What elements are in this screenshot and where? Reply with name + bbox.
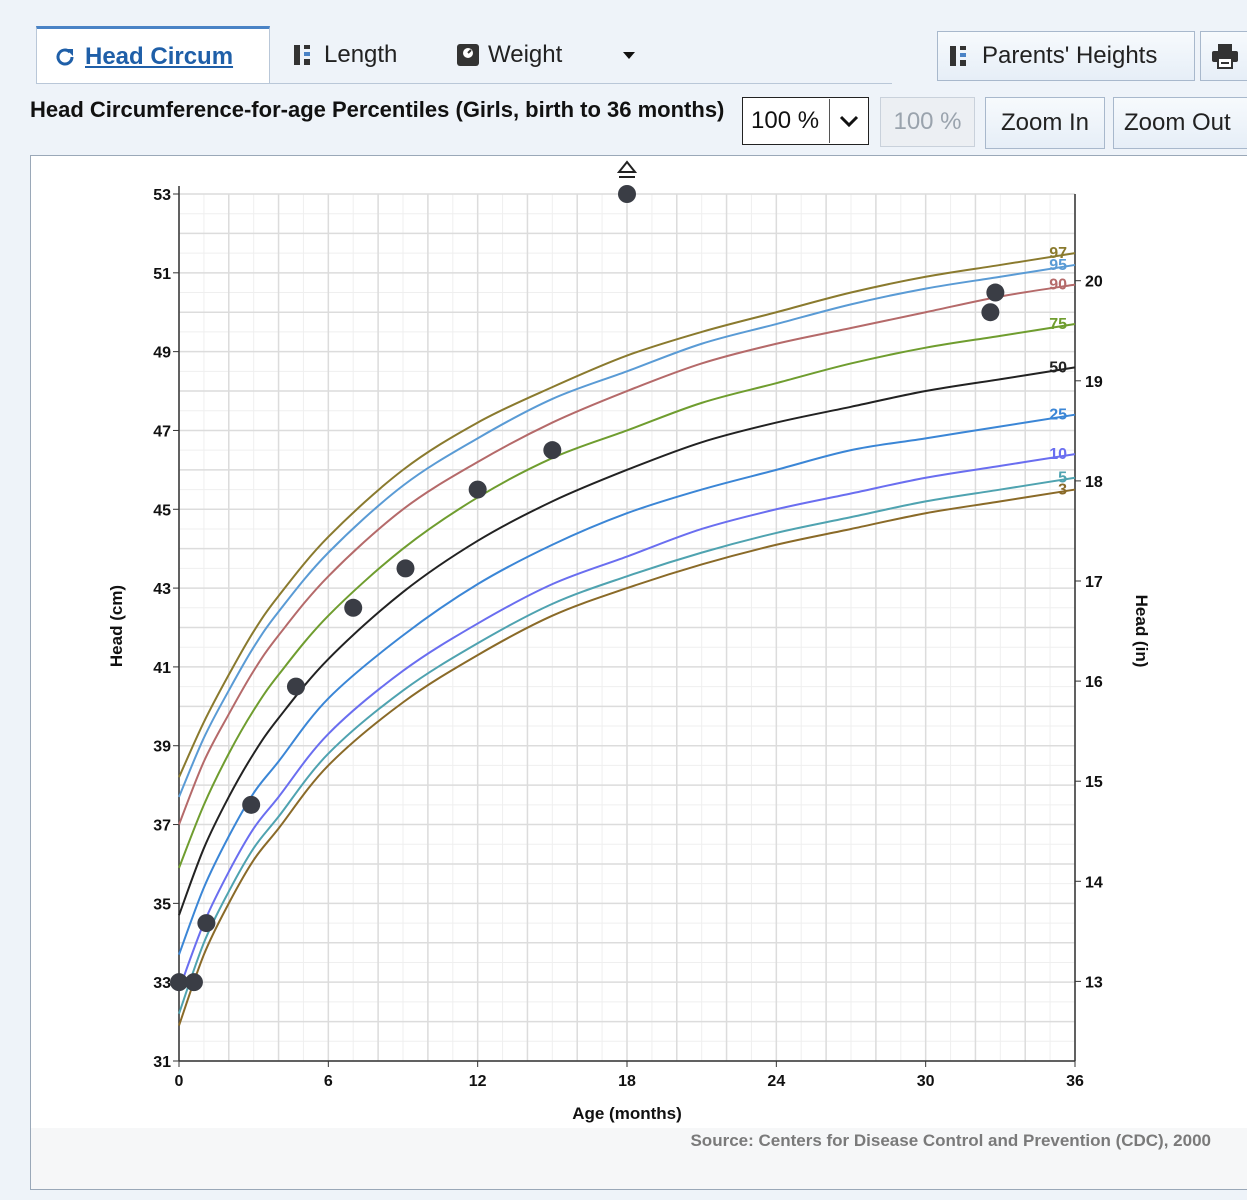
measurement-point [468,480,487,499]
measurement-point [184,973,203,992]
off-chart-arrow-icon [616,160,638,173]
y-tick-label: 37 [153,818,171,835]
tab-length[interactable]: Length [292,26,397,84]
measurement-point [170,973,188,992]
axes: 0 6 12 18 24 30 363133353739414345474951531314… [153,186,1103,1090]
grid-major [178,193,1076,1062]
chart-footer: Source: Centers for Disease Control and … [31,1128,1247,1189]
tab-length-label: Length [324,41,398,68]
percentile-label-5: 5 [1058,470,1067,487]
zoom-select-value: 100 % [751,107,820,134]
zoom-in-button[interactable]: Zoom In [985,97,1105,149]
percentile-label-10: 10 [1049,446,1067,463]
y-tick-label-right: 15 [1085,774,1103,791]
y-axis-label: Head (cm) [107,585,126,667]
percentile-label-90: 90 [1049,277,1067,294]
y-tick-label: 41 [153,660,171,677]
percentile-curve-90 [178,283,1076,825]
percentile-curve-97 [178,252,1076,778]
y-tick-label: 49 [153,345,171,362]
percentile-label-75: 75 [1049,316,1067,333]
percentile-curve-75 [178,323,1076,869]
tab-bar: Head Circum Length Weight Parents' Heigh… [0,0,1247,84]
measurement-point [197,914,216,933]
chart-title: Head Circumference-for-age Percentiles (… [30,97,725,122]
zoom-dropdown-toggle[interactable] [829,99,868,143]
scale-icon [457,44,479,66]
x-tick-label: 30 [917,1073,935,1090]
measurement-point [981,303,1000,322]
percentile-label-25: 25 [1049,407,1067,424]
y-tick-label: 43 [153,581,171,598]
percentile-curve-3 [178,488,1076,1026]
chart-panel: 0 6 12 18 24 30 36 31 33 35 37 39 41 43 45 47 49 51 53 13 14… [30,155,1247,1190]
x-tick-label: 0 [175,1073,184,1090]
zoom-reset-button: 100 % [880,97,975,147]
more-tabs-dropdown[interactable] [617,26,641,84]
y-tick-label-right: 20 [1085,274,1103,291]
chevron-down-icon [623,51,635,59]
tab-head-circum-label: Head Circum [85,42,234,70]
y-tick-label-right: 17 [1085,574,1103,591]
measurement-point [396,559,415,578]
measurement-point [286,677,305,696]
percentile-curve-95 [178,263,1076,798]
x-tick-label: 18 [618,1073,636,1090]
zoom-select[interactable]: 100 % [742,97,869,145]
y-tick-label: 45 [153,502,171,519]
percentile-curve-50 [178,366,1076,916]
parents-heights-label: Parents' Heights [982,42,1158,69]
y-tick-label-right: 19 [1085,374,1103,391]
parents-heights-button[interactable]: Parents' Heights [937,31,1195,81]
tab-head-circum[interactable]: Head Circum [36,26,270,84]
measurement-point [242,795,261,814]
source-note: Source: Centers for Disease Control and … [690,1131,1211,1150]
percentile-label-95: 95 [1049,257,1067,274]
ruler-bars-icon [294,45,310,65]
tab-weight-label: Weight [488,41,563,68]
percentile-curve-5 [178,476,1076,1015]
y-tick-label-right: 16 [1085,674,1103,691]
percentile-label-50: 50 [1049,359,1067,376]
print-button[interactable] [1200,31,1247,81]
x-tick-label: 12 [469,1073,487,1090]
y-tick-label: 33 [153,975,171,992]
tab-divider [36,83,892,84]
y-tick-label-right: 14 [1085,874,1103,891]
zoom-out-button[interactable]: Zoom Out [1113,97,1247,149]
x-tick-label: 36 [1066,1073,1084,1090]
y-tick-label: 51 [153,266,171,283]
y-tick-label-right: 13 [1085,974,1103,991]
y-tick-label: 53 [153,187,171,204]
y-tick-label: 31 [153,1054,171,1071]
measurement-point [986,283,1005,302]
refresh-icon [56,48,74,65]
y-tick-label-right: 18 [1085,474,1103,491]
percentile-curve-10 [178,453,1076,991]
y-tick-label: 47 [153,423,171,440]
measurement-point [344,598,363,617]
x-tick-label: 6 [324,1073,333,1090]
measurement-points [170,160,1005,992]
printer-icon [1212,44,1238,69]
y-tick-label: 39 [153,739,171,756]
measurement-point [618,185,636,203]
tab-weight[interactable]: Weight [456,26,562,84]
ruler-bars-icon [950,46,966,66]
y-axis-label-right: Head (in) [1132,595,1151,668]
percentile-label-97: 97 [1049,245,1067,262]
measurement-point [543,441,562,460]
y-tick-label: 35 [153,896,171,913]
x-tick-label: 24 [767,1073,785,1090]
percentile-curves [178,252,1076,1026]
x-axis-label: Age (months) [572,1104,682,1123]
growth-chart: 0 6 12 18 24 30 363133353739414345474951531314… [107,160,1151,1123]
chevron-down-icon [839,115,859,128]
percentile-label-3: 3 [1058,482,1067,499]
